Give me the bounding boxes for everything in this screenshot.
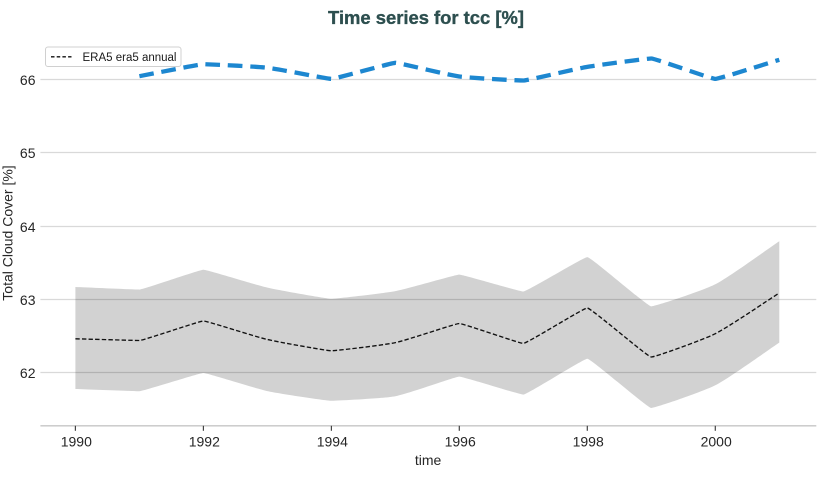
svg-text:time: time — [415, 452, 442, 468]
svg-text:65: 65 — [20, 145, 36, 161]
svg-text:1990: 1990 — [61, 434, 92, 450]
svg-text:Time series for tcc [%]: Time series for tcc [%] — [328, 7, 524, 28]
svg-text:66: 66 — [20, 72, 36, 88]
svg-text:Total Cloud Cover [%]: Total Cloud Cover [%] — [0, 165, 16, 300]
svg-text:ERA5 era5 annual: ERA5 era5 annual — [83, 52, 177, 64]
svg-text:63: 63 — [20, 292, 36, 308]
svg-text:1994: 1994 — [317, 434, 348, 450]
svg-text:1996: 1996 — [445, 434, 476, 450]
svg-text:1992: 1992 — [189, 434, 220, 450]
svg-text:64: 64 — [20, 219, 36, 235]
svg-text:2000: 2000 — [701, 434, 732, 450]
svg-text:62: 62 — [20, 365, 36, 381]
svg-text:1998: 1998 — [573, 434, 604, 450]
